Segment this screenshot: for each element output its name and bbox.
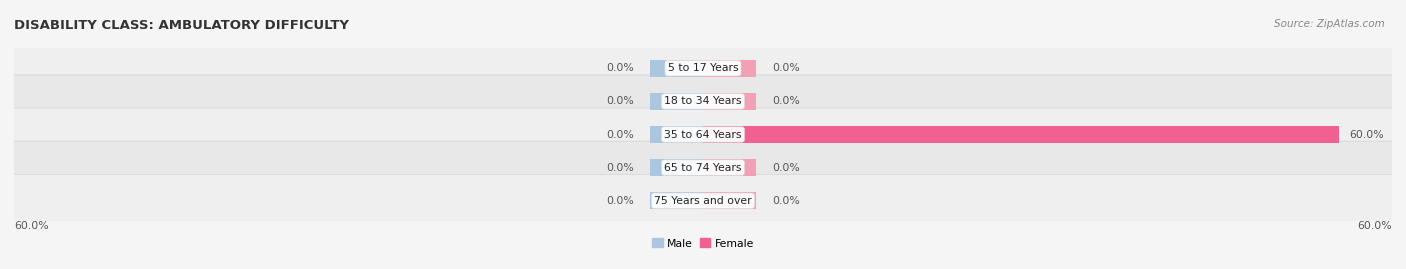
Text: 0.0%: 0.0% [606,129,634,140]
Bar [650,93,703,110]
Text: 0.0%: 0.0% [606,63,634,73]
FancyBboxPatch shape [11,42,1395,95]
Legend: Male, Female: Male, Female [648,234,758,253]
FancyBboxPatch shape [11,75,1395,128]
Text: Source: ZipAtlas.com: Source: ZipAtlas.com [1274,19,1385,29]
Text: 0.0%: 0.0% [772,96,800,107]
Bar [703,159,756,176]
Text: 60.0%: 60.0% [14,221,49,231]
Text: 0.0%: 0.0% [606,96,634,107]
FancyBboxPatch shape [11,141,1395,194]
Bar [650,126,703,143]
Bar [703,192,756,209]
Text: 65 to 74 Years: 65 to 74 Years [664,162,742,173]
Bar [703,126,1339,143]
Bar [703,60,756,77]
Text: 0.0%: 0.0% [772,63,800,73]
Text: 0.0%: 0.0% [772,196,800,206]
Text: DISABILITY CLASS: AMBULATORY DIFFICULTY: DISABILITY CLASS: AMBULATORY DIFFICULTY [14,19,349,32]
Text: 35 to 64 Years: 35 to 64 Years [664,129,742,140]
FancyBboxPatch shape [11,108,1395,161]
Text: 75 Years and over: 75 Years and over [654,196,752,206]
Text: 5 to 17 Years: 5 to 17 Years [668,63,738,73]
Text: 60.0%: 60.0% [1357,221,1392,231]
Bar [650,60,703,77]
Text: 0.0%: 0.0% [606,162,634,173]
Text: 0.0%: 0.0% [606,196,634,206]
Bar [650,159,703,176]
Text: 18 to 34 Years: 18 to 34 Years [664,96,742,107]
Bar [703,93,756,110]
Bar [650,192,703,209]
FancyBboxPatch shape [11,174,1395,227]
Text: 60.0%: 60.0% [1350,129,1384,140]
Text: 0.0%: 0.0% [772,162,800,173]
